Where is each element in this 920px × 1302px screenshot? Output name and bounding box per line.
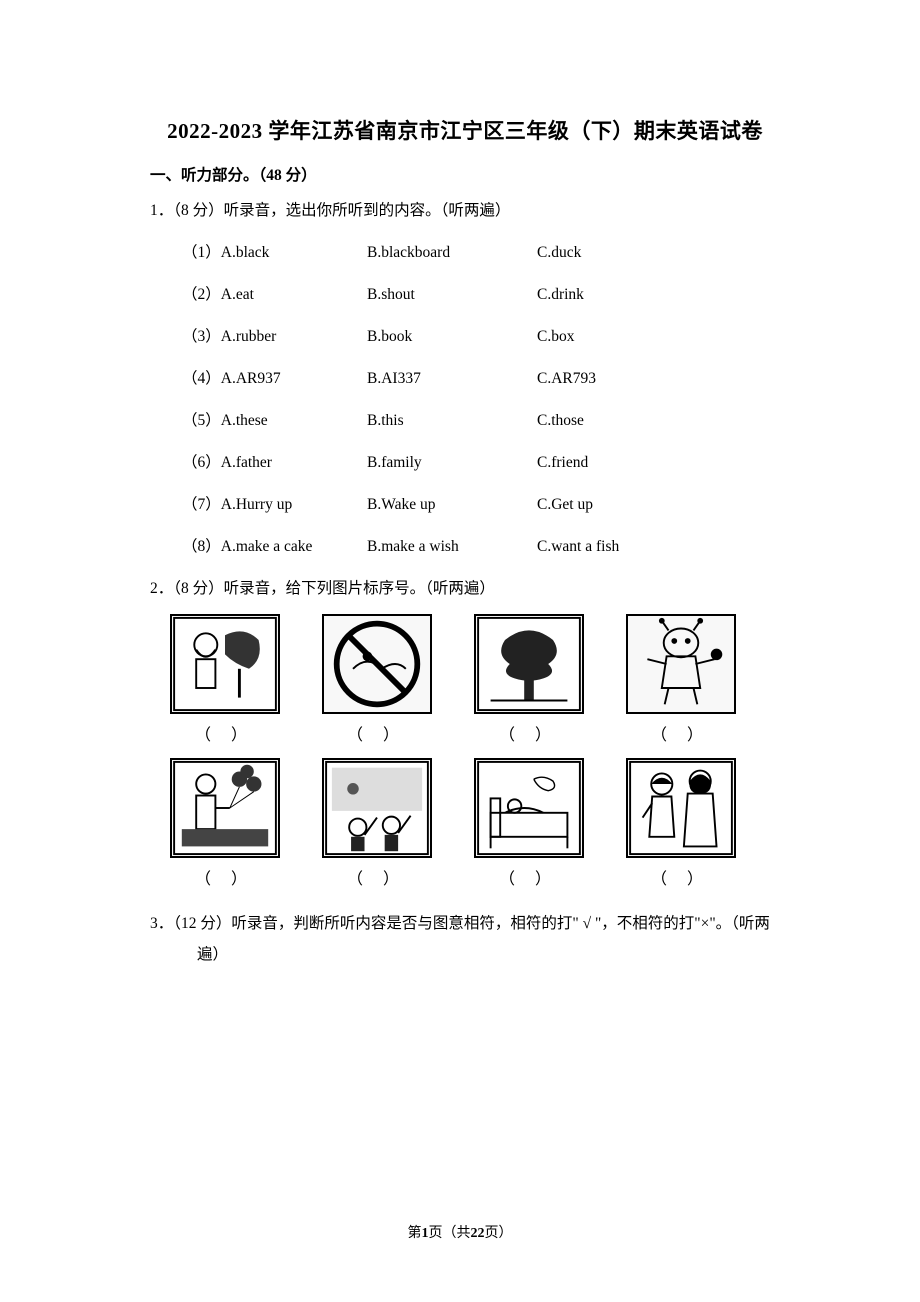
option-c: C.drink	[537, 273, 812, 315]
q1-intro: 1．（8 分）听录音，选出你所听到的内容。（听两遍）	[150, 195, 780, 226]
option-row: （8）A.make a cakeB.make a wishC.want a fi…	[182, 525, 812, 567]
option-b: B.blackboard	[367, 231, 537, 273]
question-3: 3．（12 分）听录音，判断所听内容是否与图意相符，相符的打" √ "，不相符的…	[150, 908, 780, 970]
image-cell: （ ）	[474, 614, 584, 752]
q2-image-grid: （ ） （ ） （ ） （ ）	[160, 614, 780, 896]
option-c: C.friend	[537, 441, 812, 483]
option-a: （4）A.AR937	[182, 357, 367, 399]
robot-icon	[626, 614, 736, 714]
option-a: （1）A.black	[182, 231, 367, 273]
footer-mid: 页（共	[429, 1226, 471, 1241]
option-c: C.want a fish	[537, 525, 812, 567]
image-cell: （ ）	[322, 614, 432, 752]
answer-paren: （ ）	[195, 720, 255, 752]
image-cell: （ ）	[626, 758, 736, 896]
option-a: （3）A.rubber	[182, 315, 367, 357]
answer-paren: （ ）	[499, 720, 559, 752]
no-swim-icon	[322, 614, 432, 714]
option-b: B.family	[367, 441, 537, 483]
section-1-header: 一、听力部分。（48 分）	[150, 163, 780, 185]
footer-suffix: 页）	[485, 1226, 513, 1241]
option-row: （2）A.eatB.shoutC.drink	[182, 273, 812, 315]
option-b: B.shout	[367, 273, 537, 315]
answer-paren: （ ）	[347, 720, 407, 752]
option-row: （6）A.fatherB.familyC.friend	[182, 441, 812, 483]
question-2: 2．（8 分）听录音，给下列图片标序号。（听两遍） （ ） （ ） （ ）	[150, 573, 780, 896]
option-b: B.Wake up	[367, 483, 537, 525]
option-c: C.those	[537, 399, 812, 441]
footer-prefix: 第	[408, 1226, 422, 1241]
image-row-2: （ ） （ ） （ ） （ ）	[160, 758, 780, 896]
children-pointing-icon	[322, 758, 432, 858]
option-a: （5）A.these	[182, 399, 367, 441]
image-cell: （ ）	[170, 614, 280, 752]
picture-icon	[170, 614, 280, 714]
image-cell: （ ）	[322, 758, 432, 896]
page-footer: 第1页（共22页）	[0, 1222, 920, 1242]
q3-intro: 3．（12 分）听录音，判断所听内容是否与图意相符，相符的打" √ "，不相符的…	[150, 908, 780, 970]
option-row: （1）A.blackB.blackboardC.duck	[182, 231, 812, 273]
option-a: （6）A.father	[182, 441, 367, 483]
answer-paren: （ ）	[651, 864, 711, 896]
option-row: （3）A.rubberB.bookC.box	[182, 315, 812, 357]
exam-title: 2022-2023 学年江苏省南京市江宁区三年级（下）期末英语试卷	[150, 115, 780, 145]
answer-paren: （ ）	[651, 720, 711, 752]
q1-options-table: （1）A.blackB.blackboardC.duck（2）A.eatB.sh…	[182, 231, 812, 567]
image-cell: （ ）	[626, 614, 736, 752]
tree-icon	[474, 614, 584, 714]
footer-total: 22	[471, 1226, 485, 1241]
answer-paren: （ ）	[347, 864, 407, 896]
option-c: C.Get up	[537, 483, 812, 525]
image-cell: （ ）	[170, 758, 280, 896]
option-row: （5）A.theseB.thisC.those	[182, 399, 812, 441]
option-a: （7）A.Hurry up	[182, 483, 367, 525]
question-1: 1．（8 分）听录音，选出你所听到的内容。（听两遍） （1）A.blackB.b…	[150, 195, 780, 567]
footer-page: 1	[422, 1226, 429, 1241]
option-b: B.this	[367, 399, 537, 441]
option-a: （2）A.eat	[182, 273, 367, 315]
answer-paren: （ ）	[195, 864, 255, 896]
two-people-icon	[626, 758, 736, 858]
option-a: （8）A.make a cake	[182, 525, 367, 567]
option-c: C.duck	[537, 231, 812, 273]
option-b: B.book	[367, 315, 537, 357]
answer-paren: （ ）	[499, 864, 559, 896]
image-cell: （ ）	[474, 758, 584, 896]
option-row: （7）A.Hurry upB.Wake upC.Get up	[182, 483, 812, 525]
bed-scene-icon	[474, 758, 584, 858]
option-c: C.box	[537, 315, 812, 357]
option-c: C.AR793	[537, 357, 812, 399]
option-row: （4）A.AR937B.AI337C.AR793	[182, 357, 812, 399]
option-b: B.make a wish	[367, 525, 537, 567]
image-row-1: （ ） （ ） （ ） （ ）	[160, 614, 780, 752]
q2-intro: 2．（8 分）听录音，给下列图片标序号。（听两遍）	[150, 573, 780, 604]
balloon-man-icon	[170, 758, 280, 858]
option-b: B.AI337	[367, 357, 537, 399]
